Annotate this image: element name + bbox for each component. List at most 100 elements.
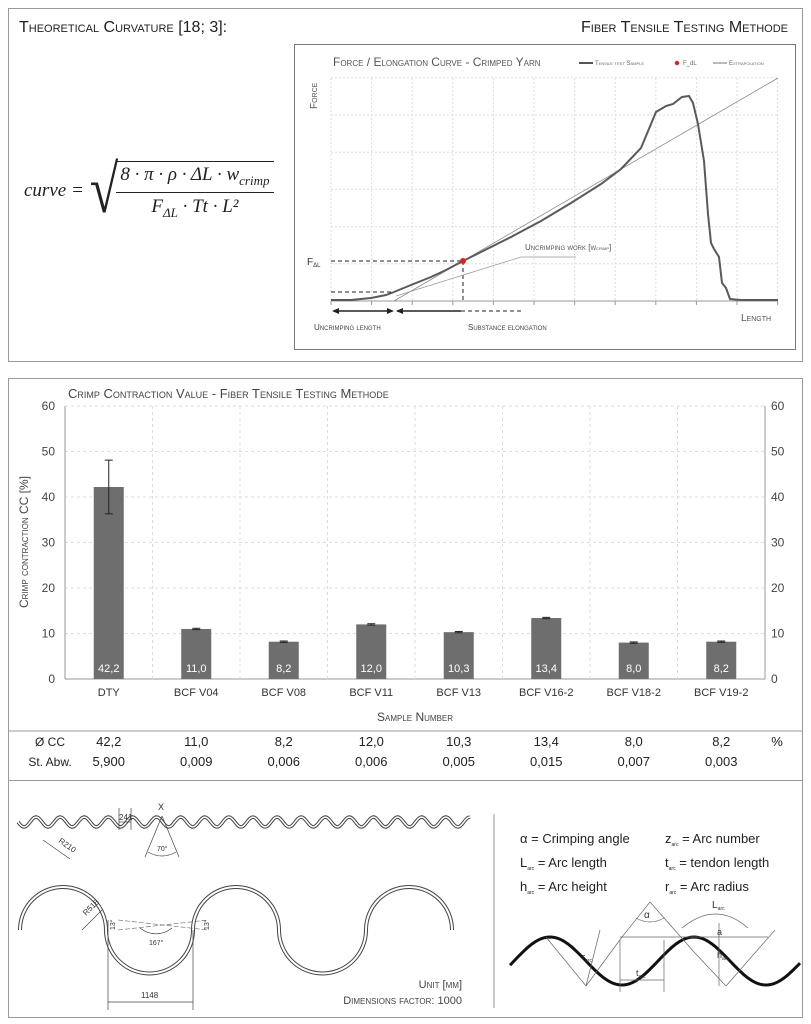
table-row-label: St. Abw.: [28, 755, 71, 769]
legend-point-swatch: [674, 60, 680, 66]
bar-value-label: 8,2: [714, 663, 729, 675]
table-cell: 13,4: [534, 734, 559, 749]
crimp-sketch-wave: [508, 935, 802, 987]
method-label: Fiber Tensile Testing Methode: [581, 19, 788, 36]
table-cell: 5,900: [92, 754, 125, 769]
legend-item: harc = Arc height: [520, 879, 607, 896]
legend-item: rarc = Arc radius: [665, 879, 749, 896]
big-crimp-wave-inner: [19, 886, 453, 975]
y-tick-right: 30: [771, 536, 785, 550]
bars: 42,2 DTY 11,0 BCF V04 8,2 BCF V08 12,0 BCF V11 1…: [93, 459, 748, 699]
legend-item: α = Crimping angle: [520, 831, 630, 846]
tensile-curve: [331, 94, 778, 301]
x-tick-label: BCF V11: [349, 687, 393, 699]
angle-line: [144, 815, 163, 858]
legend-line-label: Extrapolation: [729, 61, 764, 67]
angle-line: [161, 815, 180, 858]
sketch-L: Larc: [712, 900, 725, 912]
bar: [443, 632, 474, 679]
x-mark: X: [158, 802, 164, 812]
crimp-chart: Crimp Contraction Value - Fiber Tensile …: [8, 386, 803, 769]
bar: [93, 486, 124, 679]
table-cell: 0,005: [442, 754, 475, 769]
table-cell: 0,006: [355, 754, 388, 769]
f-dl-point: [460, 258, 466, 264]
y-tick-right: 20: [771, 581, 785, 595]
table-cell: 42,2: [96, 734, 121, 749]
legend-item: Larc = Arc length: [520, 855, 607, 872]
chart-ylabel: Crimp contraction CC [%]: [17, 476, 31, 608]
angle-arc: [147, 851, 177, 857]
x-tick-label: BCF V18-2: [607, 687, 661, 699]
dim-1148: 1148: [141, 991, 159, 1000]
bar: [268, 641, 299, 679]
force-chart: Force / Elongation Curve - Crimped Yarn …: [307, 55, 779, 332]
sketch-alpha: α: [644, 910, 650, 921]
y-tick-left: 30: [42, 536, 56, 550]
angle-arc: [139, 927, 173, 935]
bar-value-label: 8,2: [276, 663, 291, 675]
dim-70: 70°: [157, 845, 168, 853]
bar-value-label: 11,0: [186, 663, 207, 675]
x-tick-label: BCF V04: [174, 687, 219, 699]
sketch-a: a: [717, 927, 722, 937]
table-cell: 10,3: [446, 734, 471, 749]
work-leader: [395, 256, 522, 297]
legend-point-label: F_dL: [683, 61, 697, 67]
formula-numerator: 8 · π · ρ · ΔL · w: [120, 164, 240, 185]
legend-item: zarc = Arc number: [665, 831, 760, 848]
symbol-legend: α = Crimping angle zarc = Arc number Larc …: [520, 831, 769, 896]
x-tick-label: BCF V19-2: [694, 687, 748, 699]
stats-table: 42,2 5,900 11,0 0,009 8,2 0,006 12,0 0,006 10,3 0…: [28, 734, 783, 769]
x-tick-label: BCF V13: [436, 687, 481, 699]
dim-13-left: 13°: [109, 919, 117, 930]
table-cell: 0,015: [530, 754, 563, 769]
force-ylabel: Force: [309, 82, 320, 109]
table-cell: 0,009: [180, 754, 213, 769]
bar-value-label: 8,0: [626, 663, 641, 675]
dim-line: [42, 839, 71, 860]
table-cell: 0,003: [705, 754, 738, 769]
formula-denominator-sub: ΔL: [162, 204, 178, 220]
table-cell: 8,0: [625, 734, 643, 749]
dim-241: 241: [119, 813, 133, 822]
formula-lhs: curve =: [24, 179, 84, 201]
y-tick-right: 60: [771, 399, 785, 413]
chart-title: Crimp Contraction Value - Fiber Tensile …: [68, 386, 389, 401]
chart-grid: 0 0 10 10 20 20 30 30 40 40 50 50 60 60: [42, 399, 785, 686]
formula: curve = √ 8 · π · ρ · ΔL · wcrimp FΔL · …: [24, 156, 274, 224]
y-tick-right: 0: [771, 672, 778, 686]
x-tick-label: BCF V16-2: [519, 687, 573, 699]
table-cell: 11,0: [184, 734, 208, 749]
y-tick-left: 10: [42, 627, 56, 641]
geometry-panel: [8, 780, 803, 1018]
bar: [181, 628, 212, 679]
sketch-construction: [545, 901, 776, 992]
force-grid: [330, 77, 779, 305]
bar-value-label: 12,0: [361, 663, 382, 675]
table-row-label: Ø CC: [35, 735, 65, 749]
center-line: [117, 919, 209, 931]
formula-denominator-rest: · Tt · L²: [177, 195, 239, 217]
sketch-t: tarc: [636, 968, 646, 980]
force-chart-title: Force / Elongation Curve - Crimped Yarn: [333, 55, 541, 69]
formula-numerator-sub: crimp: [239, 172, 270, 188]
chart-xlabel: Sample Number: [377, 710, 453, 724]
bar-value-label: 13,4: [536, 663, 557, 675]
sketch-r: rarc: [582, 952, 592, 964]
table-cell: 0,006: [267, 754, 300, 769]
bar: [706, 641, 737, 679]
bar: [618, 642, 649, 679]
y-tick-left: 0: [48, 672, 55, 686]
sqrt-symbol: √: [89, 153, 119, 228]
y-tick-left: 50: [42, 445, 56, 459]
title-text: Theoretical Curvature: [19, 19, 174, 36]
y-tick-right: 10: [771, 627, 785, 641]
legend-item: tarc = tendon length: [665, 855, 769, 872]
unit-label: Unit [mm]: [419, 979, 462, 991]
dim-167: 167°: [149, 939, 164, 947]
sketch-h: harc: [717, 950, 729, 962]
y-tick-right: 40: [771, 490, 785, 504]
arrow-head: [396, 308, 403, 314]
